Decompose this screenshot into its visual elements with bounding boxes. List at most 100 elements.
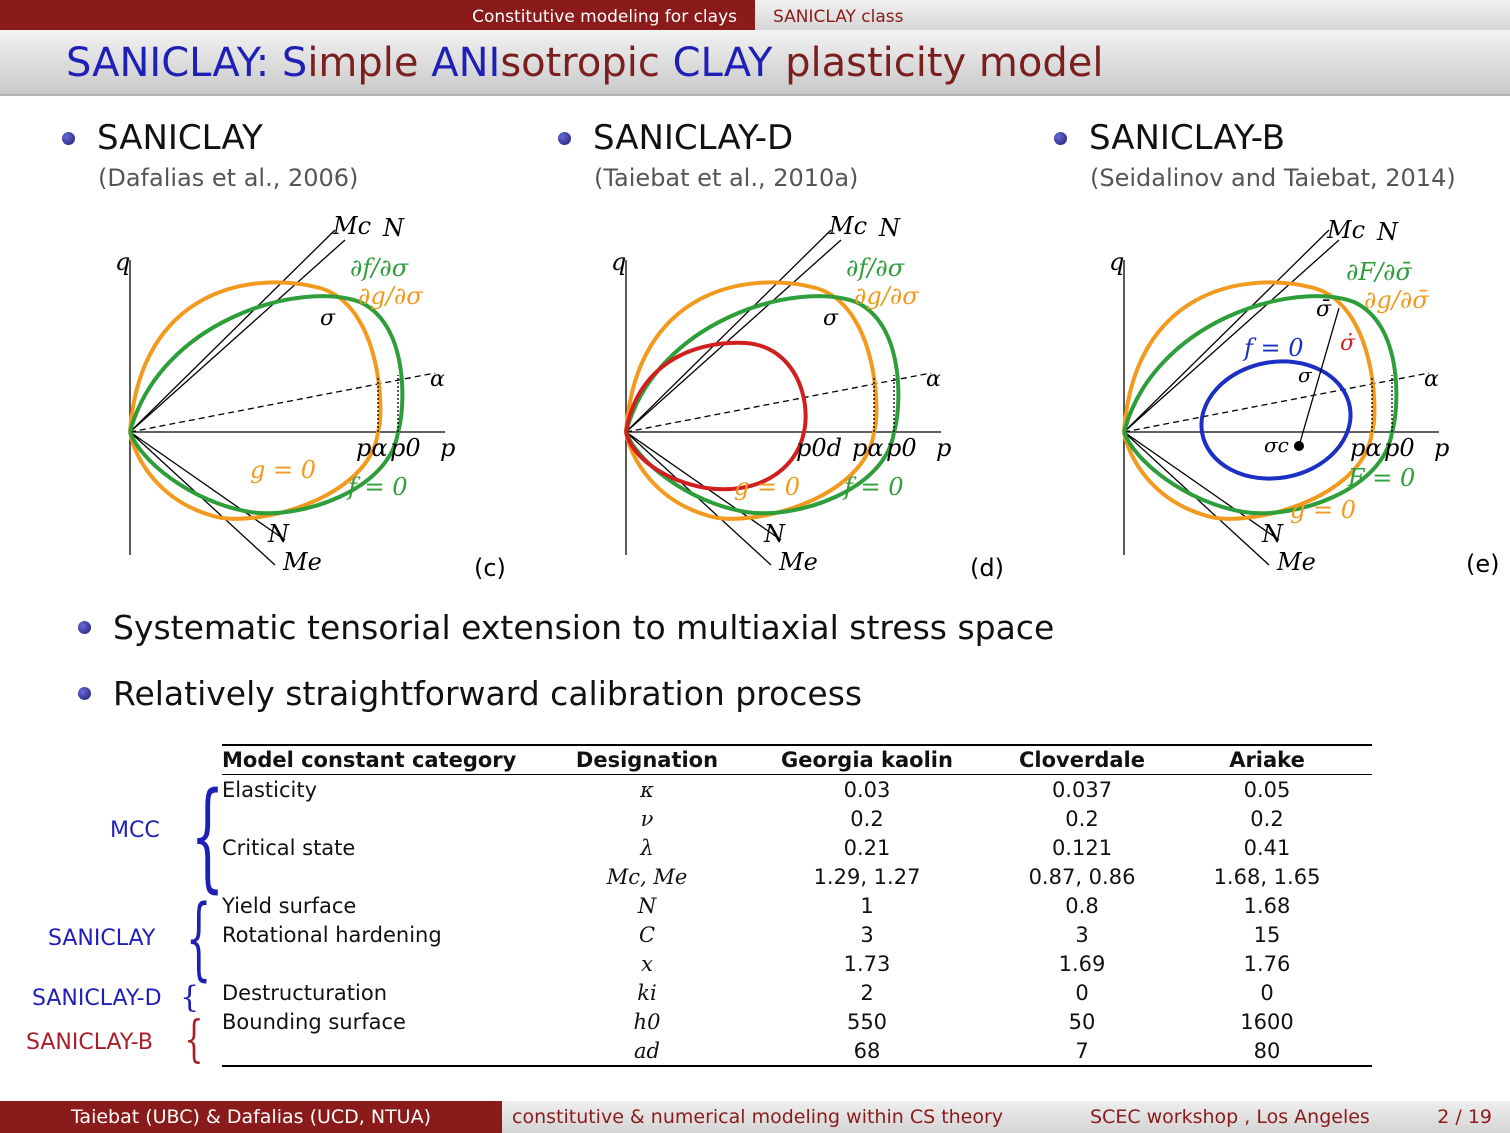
figure-label: (c) [474, 554, 506, 582]
footer-authors: Taiebat (UBC) & Dafalias (UCD, NTUA) [0, 1101, 502, 1133]
table-cell: 0.87, 0.86 [1028, 864, 1136, 889]
mapping-line [1298, 307, 1340, 447]
alpha-line [129, 372, 436, 433]
table-cell: 1.73 [843, 951, 891, 976]
table-cell: 0.2 [1250, 806, 1284, 831]
figure-label: (e) [1466, 550, 1500, 578]
label-f0: f = 0 [1242, 334, 1304, 362]
F-surface [1122, 294, 1399, 516]
bullet-icon [62, 131, 75, 145]
table-cell: 0 [1075, 980, 1089, 1005]
table-cell: 1 [860, 893, 874, 918]
figure-c: q p Mc N ∂f/∂σ ∂g/∂σ σ α pα p0 g = 0 f =… [115, 212, 506, 582]
label-me: Me [282, 548, 322, 576]
table-cell [222, 949, 562, 978]
table-cell: 0.41 [1243, 835, 1291, 860]
mc-line [1123, 229, 1330, 433]
label-f0: f = 0 [346, 473, 408, 501]
label-p0: p0 [390, 434, 421, 462]
label-alpha: α [1424, 367, 1439, 392]
label-F0: F = 0 [1347, 464, 1415, 492]
label-alpha: α [430, 367, 445, 392]
label-p0: p0 [886, 434, 917, 462]
bullet-text: Relatively straightforward calibration p… [113, 674, 863, 713]
table-cell: 50 [1068, 1009, 1096, 1034]
group-label-saniclay-b: SANICLAY-B [26, 1030, 153, 1055]
label-alpha: α [926, 367, 941, 392]
label-mc: Mc [828, 212, 867, 240]
title-bar: SANICLAY: Simple ANIsotropic CLAY plasti… [0, 30, 1510, 96]
table-cell [222, 862, 562, 891]
bullet-icon [78, 687, 91, 700]
n-line-lower [1123, 431, 1280, 541]
label-n-lower: N [1261, 520, 1284, 548]
table-cell: 15 [1253, 922, 1281, 947]
n-line [1123, 239, 1340, 433]
center-point [1294, 441, 1304, 451]
table-cell: 3 [1075, 922, 1089, 947]
table-cell: 0 [1260, 980, 1274, 1005]
label-dg: ∂g/∂σ [358, 282, 423, 310]
destructured-surface [624, 340, 808, 492]
table-header: Cloverdale [1002, 744, 1162, 775]
title-part: ANI [431, 40, 501, 86]
mc-line [129, 229, 336, 433]
group-label-saniclay: SANICLAY [48, 926, 156, 951]
label-dgbar: ∂g/∂σ̄ [1364, 286, 1429, 314]
n-line-lower [129, 431, 286, 541]
label-me: Me [778, 548, 818, 576]
g-surface [1122, 280, 1377, 521]
column-citation: (Dafalias et al., 2006) [98, 164, 359, 192]
table-cell: Elasticity [222, 777, 318, 802]
table-cell: C [638, 922, 656, 947]
column-title: SANICLAY-D [593, 118, 794, 158]
table-cell: 3 [860, 922, 874, 947]
title-part: S [281, 40, 308, 86]
table-cell: N [637, 893, 657, 918]
header-bar: Constitutive modeling for clays SANICLAY… [0, 0, 1510, 30]
table-cell: Bounding surface [222, 1009, 406, 1034]
table-row: Critical state λ 0.21 0.121 0.41 [222, 833, 1372, 862]
table-row: Yield surface N 1 0.8 1.68 [222, 891, 1372, 920]
table-cell: 0.037 [1051, 777, 1113, 802]
title-part: SANICLAY: [66, 40, 282, 86]
column-title: SANICLAY-B [1089, 118, 1286, 158]
table-cell: 1600 [1240, 1009, 1294, 1034]
table-row: Bounding surface h0 550 50 1600 [222, 1007, 1372, 1036]
table-cell: Rotational hardening [222, 922, 442, 947]
label-mc: Mc [332, 212, 371, 240]
mc-line [625, 229, 832, 433]
table-row: Elasticity κ 0.03 0.037 0.05 [222, 775, 1372, 805]
table-row: Rotational hardening C 3 3 15 [222, 920, 1372, 949]
brace-icon: { [185, 886, 212, 991]
table-cell: 68 [732, 1036, 1002, 1067]
label-dF: ∂F/∂σ̄ [1346, 258, 1413, 286]
label-mc: Mc [1326, 216, 1365, 244]
label-q: q [1109, 248, 1124, 276]
column-citation: (Taiebat et al., 2010a) [594, 164, 859, 192]
table-cell: ki [637, 980, 657, 1005]
column-saniclay-b: SANICLAY-B (Seidalinov and Taiebat, 2014… [1054, 118, 1504, 192]
table-cell: 0.8 [1065, 893, 1099, 918]
label-dg: ∂g/∂σ [854, 282, 919, 310]
table-row: ad 68 7 80 [222, 1036, 1372, 1067]
n-line [129, 239, 346, 433]
table-cell: 0.2 [1065, 806, 1099, 831]
table-header: Model constant category [222, 744, 562, 775]
table-cell [222, 804, 562, 833]
table-row: ν 0.2 0.2 0.2 [222, 804, 1372, 833]
title-part: CLAY [672, 40, 773, 86]
g-surface [128, 280, 383, 521]
label-g0: g = 0 [734, 473, 800, 501]
label-n: N [382, 214, 405, 242]
table-header: Designation [562, 744, 732, 775]
brace-icon: { [180, 980, 200, 1015]
label-f0: f = 0 [842, 473, 904, 501]
f-yield-surface [1199, 359, 1353, 481]
label-q: q [115, 248, 130, 276]
table-cell: ad [562, 1036, 732, 1067]
column-title: SANICLAY [97, 118, 263, 158]
label-p: p [1434, 434, 1449, 462]
n-line [625, 239, 842, 433]
bullet-icon [78, 621, 91, 634]
